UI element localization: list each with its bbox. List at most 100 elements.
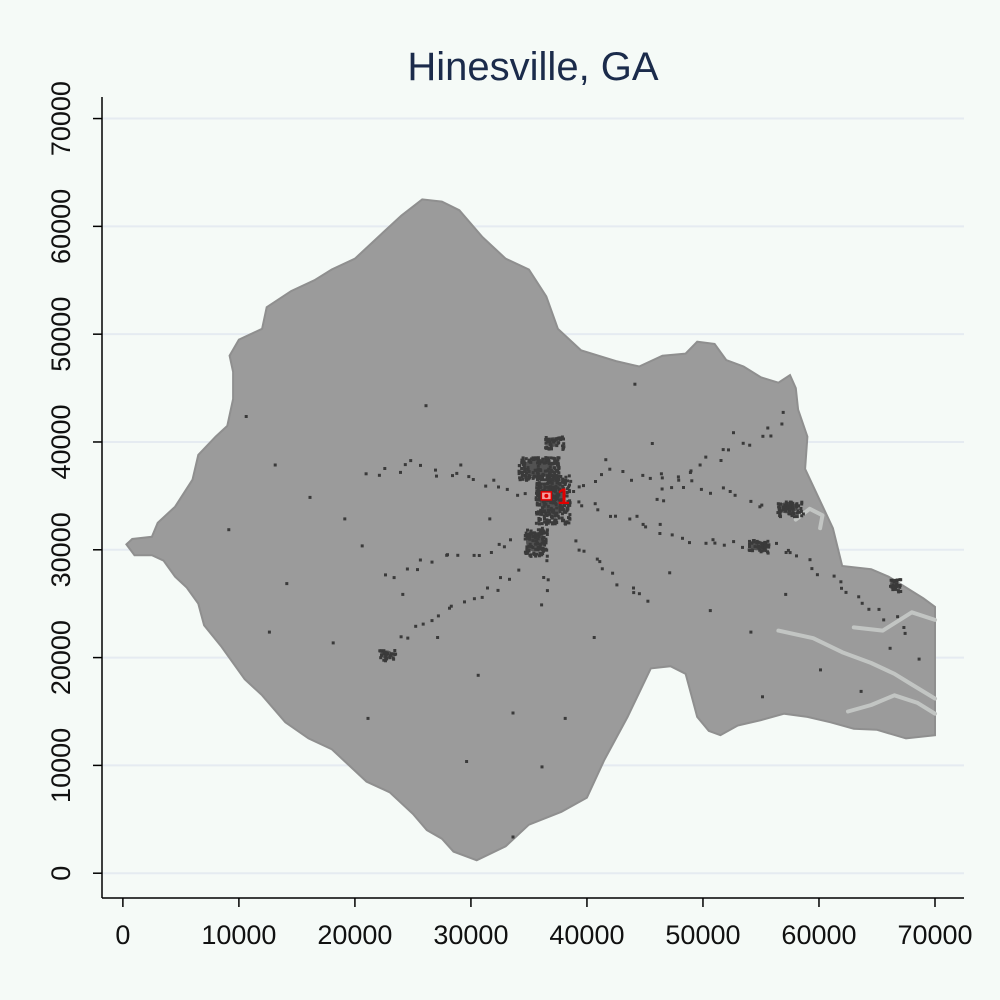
developed-pixel xyxy=(406,636,410,640)
developed-pixel xyxy=(796,509,800,513)
developed-pixel xyxy=(554,478,558,482)
developed-pixel xyxy=(832,574,836,578)
developed-pixel xyxy=(544,548,548,552)
developed-pixel xyxy=(537,496,541,499)
developed-pixel xyxy=(568,501,572,505)
developed-pixel xyxy=(698,463,702,467)
developed-pixel xyxy=(418,558,422,562)
developed-pixel xyxy=(522,465,526,469)
developed-pixel xyxy=(553,439,557,442)
developed-pixel xyxy=(516,493,520,497)
x-tick-label: 0 xyxy=(115,920,130,950)
developed-pixel xyxy=(557,456,561,460)
developed-pixel xyxy=(761,695,764,699)
developed-pixel xyxy=(539,478,543,482)
developed-pixel xyxy=(793,515,796,519)
developed-pixel xyxy=(766,426,770,430)
developed-pixel xyxy=(405,567,409,571)
developed-pixel xyxy=(543,499,547,503)
developed-pixel xyxy=(810,567,814,571)
developed-pixel xyxy=(892,580,896,584)
developed-pixel xyxy=(558,500,562,504)
developed-pixel xyxy=(521,477,525,481)
developed-pixel xyxy=(567,485,571,489)
y-tick-label: 10000 xyxy=(46,728,76,803)
developed-pixel xyxy=(547,486,551,490)
developed-pixel xyxy=(547,460,551,464)
y-tick-label: 40000 xyxy=(46,404,76,479)
developed-pixel xyxy=(384,573,387,577)
developed-pixel xyxy=(534,456,538,460)
developed-pixel xyxy=(472,597,476,601)
developed-pixel xyxy=(547,437,551,441)
developed-pixel xyxy=(448,606,451,610)
developed-pixel xyxy=(553,459,557,463)
developed-pixel xyxy=(544,446,548,450)
developed-pixel xyxy=(528,475,532,479)
developed-pixel xyxy=(556,481,560,485)
developed-pixel xyxy=(538,494,542,498)
developed-pixel xyxy=(568,483,571,487)
developed-pixel xyxy=(529,532,533,536)
developed-pixel xyxy=(544,541,548,545)
developed-pixel xyxy=(434,468,437,472)
developed-pixel xyxy=(536,461,539,465)
developed-pixel xyxy=(752,539,756,542)
developed-pixel xyxy=(646,599,650,603)
developed-pixel xyxy=(749,630,753,634)
developed-pixel xyxy=(608,467,612,471)
developed-pixel xyxy=(544,531,548,535)
developed-pixel xyxy=(785,507,789,510)
developed-pixel xyxy=(562,494,566,498)
developed-pixel xyxy=(564,478,567,482)
developed-pixel xyxy=(767,543,771,547)
developed-pixel xyxy=(550,510,554,514)
developed-pixel xyxy=(544,502,548,506)
developed-pixel xyxy=(794,504,798,508)
developed-pixel xyxy=(380,653,383,657)
developed-pixel xyxy=(525,545,529,549)
developed-pixel xyxy=(436,636,440,639)
developed-pixel xyxy=(766,539,770,543)
developed-pixel xyxy=(781,410,785,414)
developed-pixel xyxy=(435,474,438,478)
developed-pixel xyxy=(668,571,672,575)
developed-pixel xyxy=(895,582,899,586)
developed-pixel xyxy=(551,489,555,493)
developed-pixel xyxy=(630,478,633,482)
developed-pixel xyxy=(366,716,370,720)
developed-pixel xyxy=(401,592,405,596)
developed-pixel xyxy=(799,509,803,513)
developed-pixel xyxy=(331,641,335,645)
developed-pixel xyxy=(541,552,545,555)
developed-pixel xyxy=(549,468,553,472)
developed-pixel xyxy=(596,508,600,512)
developed-pixel xyxy=(537,484,541,488)
developed-pixel xyxy=(711,538,715,542)
developed-pixel xyxy=(779,502,782,506)
developed-pixel xyxy=(544,537,548,541)
developed-pixel xyxy=(445,553,449,557)
developed-pixel xyxy=(537,458,540,462)
developed-pixel xyxy=(533,533,537,536)
developed-pixel xyxy=(526,468,530,472)
developed-pixel xyxy=(536,537,540,541)
developed-pixel xyxy=(560,498,564,502)
developed-pixel xyxy=(650,442,654,445)
developed-pixel xyxy=(572,490,576,493)
developed-pixel xyxy=(419,463,422,467)
developed-pixel xyxy=(598,560,602,564)
developed-pixel xyxy=(535,534,539,538)
developed-pixel xyxy=(641,522,645,526)
developed-pixel xyxy=(559,508,563,511)
developed-pixel xyxy=(541,528,545,532)
developed-pixel xyxy=(552,466,556,470)
developed-pixel xyxy=(430,560,434,564)
developed-pixel xyxy=(532,475,536,479)
developed-pixel xyxy=(547,467,551,471)
developed-pixel xyxy=(733,493,737,497)
developed-pixel xyxy=(775,541,778,545)
developed-pixel xyxy=(534,554,538,558)
x-tick-label: 50000 xyxy=(665,920,740,950)
developed-pixel xyxy=(531,535,535,539)
